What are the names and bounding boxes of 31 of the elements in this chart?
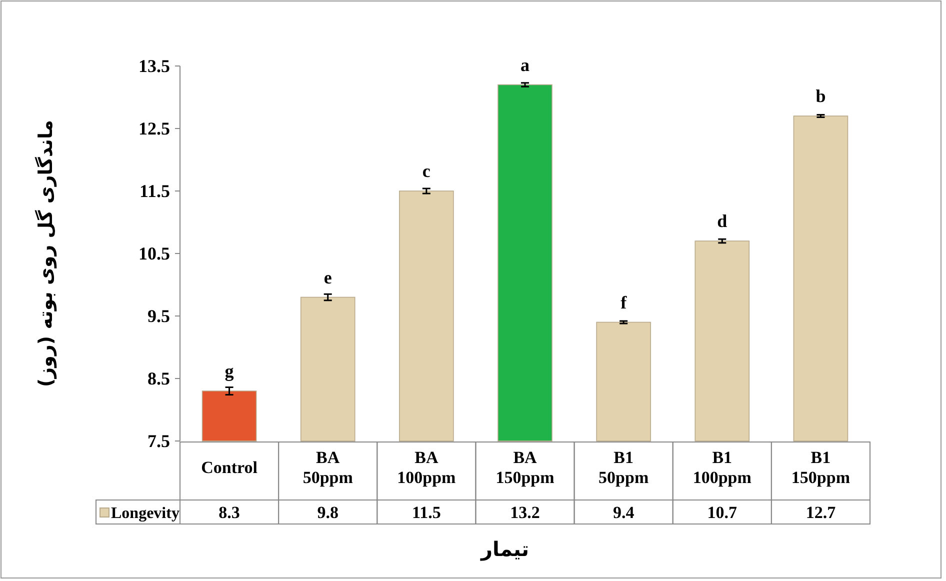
- y-tick-label: 10.5: [138, 244, 170, 264]
- annotation: f: [620, 292, 628, 312]
- annotation: d: [717, 211, 728, 231]
- annotation: g: [224, 361, 234, 381]
- x-tick-label: B1 150ppm: [791, 448, 850, 487]
- data-label: 9.4: [612, 503, 635, 522]
- y-tick-label: 13.5: [138, 56, 170, 76]
- data-label: 9.8: [317, 503, 338, 522]
- legend-label: Longevity: [111, 505, 180, 522]
- annotation: b: [816, 86, 826, 106]
- data-label: 11.5: [412, 503, 441, 522]
- x-tick-label: BA 50ppm: [302, 448, 353, 487]
- annotation: c: [422, 161, 430, 181]
- x-tick-label: Control: [201, 458, 258, 477]
- annotation: e: [324, 267, 332, 288]
- x-tick-label: BA 150ppm: [496, 448, 554, 487]
- y-tick-label: 8.5: [148, 368, 170, 388]
- data-label: 13.2: [510, 503, 540, 522]
- x-tick-label: BA 100ppm: [397, 448, 456, 487]
- x-axis-title: تیمار: [480, 537, 530, 561]
- y-axis-title: ماندگاری گل روی بوته (روز): [34, 120, 57, 387]
- y-tick-label: 12.5: [138, 118, 170, 138]
- y-tick-label: 7.5: [148, 431, 170, 451]
- data-label: 12.7: [806, 503, 836, 522]
- x-tick-label: B1 100ppm: [692, 448, 752, 487]
- y-tick-label: 9.5: [148, 306, 170, 326]
- x-tick-label: B1 50ppm: [598, 448, 649, 487]
- y-tick-label: 11.5: [139, 181, 170, 201]
- annotation: a: [520, 54, 530, 75]
- data-label: 10.7: [707, 503, 738, 522]
- data-label: 8.3: [218, 503, 240, 522]
